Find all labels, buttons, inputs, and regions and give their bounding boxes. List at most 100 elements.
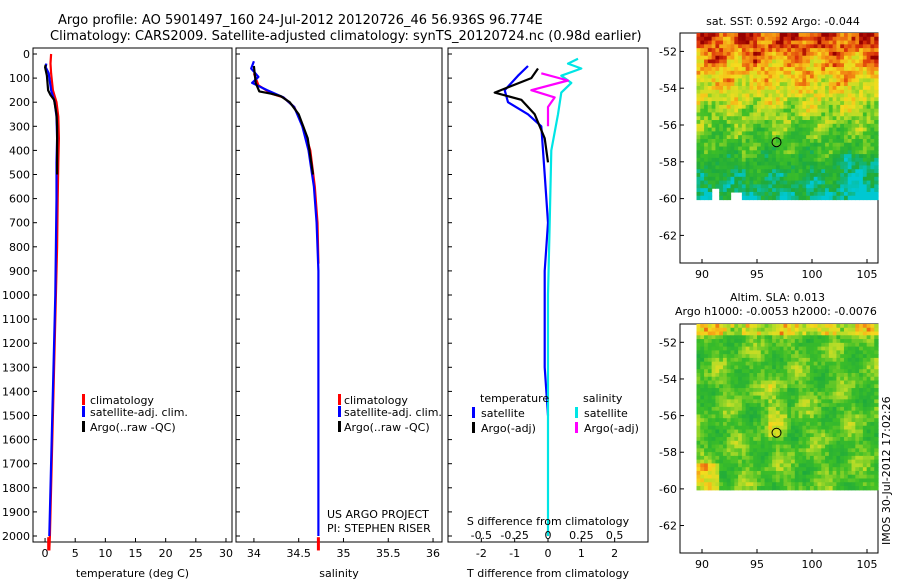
sst-cell xyxy=(836,70,841,76)
sla-cell xyxy=(851,339,856,344)
sla-cell xyxy=(817,346,822,351)
sst-cell xyxy=(817,131,822,136)
sst-cell xyxy=(817,191,822,197)
sst-cell xyxy=(719,48,724,53)
sst-cell xyxy=(806,131,811,136)
sla_map-xtick-label: 100 xyxy=(802,558,823,571)
sla-cell xyxy=(704,361,709,367)
sst-cell xyxy=(757,40,762,45)
sla-cell xyxy=(866,474,872,480)
sst-cell xyxy=(866,40,872,45)
sla-cell xyxy=(821,395,826,400)
sst-cell xyxy=(749,93,754,98)
sst-cell xyxy=(798,51,803,57)
sla-cell xyxy=(870,437,875,442)
sst-cell xyxy=(783,78,788,83)
sla-cell xyxy=(866,429,872,434)
sst-cell xyxy=(806,184,811,189)
sla-cell xyxy=(753,448,758,453)
sst-cell xyxy=(711,176,717,182)
sla-cell xyxy=(821,342,826,348)
sst-cell xyxy=(866,97,872,102)
sla-cell xyxy=(802,410,807,416)
sla-cell xyxy=(787,448,792,453)
sla-cell xyxy=(764,376,769,382)
sla-cell xyxy=(787,331,792,336)
sla-cell xyxy=(802,357,807,363)
sst-cell xyxy=(832,161,838,167)
sla-cell xyxy=(745,365,751,370)
sst-cell xyxy=(730,161,735,167)
sla-cell xyxy=(813,324,819,329)
sla-cell xyxy=(817,414,822,419)
sla-cell xyxy=(779,470,785,476)
sst-cell xyxy=(798,97,803,102)
sla-cell xyxy=(836,376,841,382)
sla-cell xyxy=(696,482,701,487)
sst-cell xyxy=(843,59,849,64)
sst-cell xyxy=(817,150,822,155)
sla-cell xyxy=(715,342,720,348)
sla-cell xyxy=(722,429,728,434)
sla-cell xyxy=(825,395,830,400)
sla-cell xyxy=(847,429,853,434)
sst-cell xyxy=(715,97,720,102)
sst-cell xyxy=(749,146,754,151)
sla-cell xyxy=(715,372,720,378)
sla-cell xyxy=(870,357,875,363)
sla-cell xyxy=(779,391,785,397)
sla-cell xyxy=(851,486,856,491)
sst-cell xyxy=(757,101,762,106)
sst-cell xyxy=(741,135,747,140)
sla-cell xyxy=(843,474,849,480)
sst-cell xyxy=(722,157,728,163)
sla-cell xyxy=(745,399,751,404)
sst-cell xyxy=(843,161,849,167)
sst-cell xyxy=(741,59,747,64)
sla-cell xyxy=(851,440,856,446)
sla-cell xyxy=(787,463,792,468)
sst-cell xyxy=(851,89,856,95)
sst-cell xyxy=(749,120,754,125)
sst-cell xyxy=(726,63,732,68)
sst-cell xyxy=(775,104,781,110)
sla-cell xyxy=(813,342,819,348)
sla-cell xyxy=(757,429,762,434)
sst-cell xyxy=(843,40,849,45)
sla-cell xyxy=(843,448,849,453)
sst-cell xyxy=(798,67,803,72)
sla-cell xyxy=(707,331,713,336)
sla-cell xyxy=(741,339,747,344)
sla-cell xyxy=(722,421,728,427)
sst-cell xyxy=(840,146,845,151)
sst-cell xyxy=(738,44,743,49)
diff-s-tick-label: -0.5 xyxy=(471,529,492,542)
sla-cell xyxy=(775,467,781,472)
sla-cell xyxy=(859,448,864,453)
sst-cell xyxy=(760,93,766,98)
sla-cell xyxy=(870,369,875,374)
sst-cell xyxy=(711,165,717,170)
sla-cell xyxy=(813,384,819,389)
sst-cell xyxy=(798,138,803,144)
sst-cell xyxy=(866,150,872,155)
sst-cell xyxy=(715,184,720,189)
sst-cell xyxy=(768,89,773,95)
sst-cell xyxy=(707,67,713,72)
sla-cell xyxy=(836,354,841,359)
sla-cell xyxy=(711,478,717,483)
sst-cell xyxy=(851,112,856,117)
sla-cell xyxy=(757,335,762,340)
sst-cell xyxy=(711,116,717,121)
sla-cell xyxy=(870,395,875,400)
sla-cell xyxy=(749,365,754,370)
sst-cell xyxy=(760,48,766,53)
sla-cell xyxy=(851,380,856,385)
sla-cell xyxy=(847,327,853,333)
sla-cell xyxy=(719,369,724,374)
sla-cell xyxy=(859,467,864,472)
sst-cell xyxy=(832,176,838,182)
sst-cell xyxy=(821,78,826,83)
sla-cell xyxy=(866,470,872,476)
sla-cell xyxy=(851,425,856,431)
